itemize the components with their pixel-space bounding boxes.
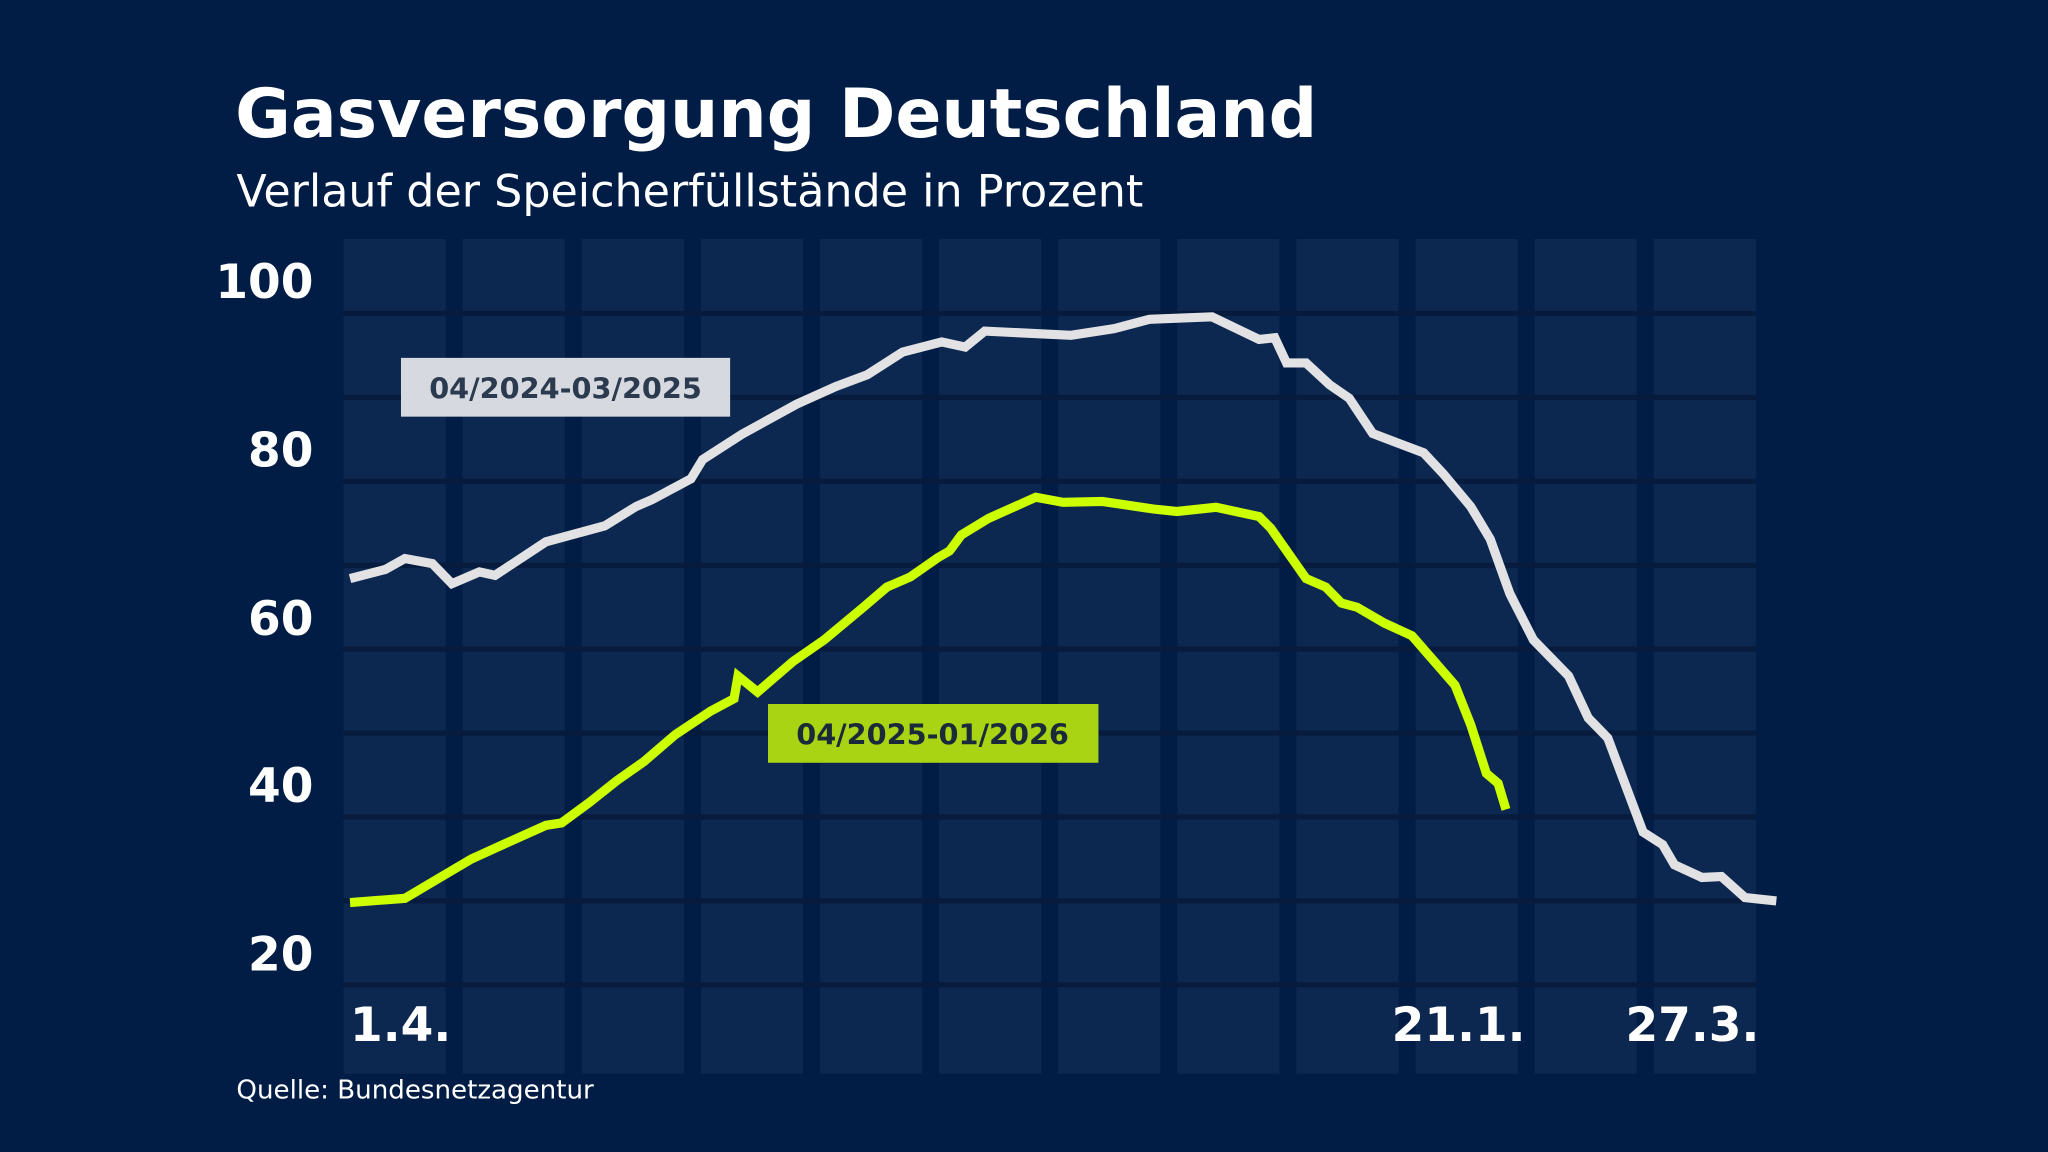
month-band [819,239,923,1074]
month-band [1058,239,1161,1074]
month-band [939,239,1042,1074]
y-tick-80: 80 [248,423,313,478]
legend-label-2025: 04/2025-01/2026 [768,704,1099,763]
month-band [1296,239,1399,1074]
source-note: Quelle: Bundesnetzagentur [236,1075,594,1105]
y-tick-20: 20 [248,927,313,982]
legend-label-2024: 04/2024-03/2025 [400,357,731,417]
x-tick-1-4: 1.4. [350,998,451,1053]
x-tick-21-1: 21.1. [1392,998,1526,1053]
y-tick-60: 60 [248,592,313,647]
chart-title: Gasversorgung Deutschland [235,75,1317,154]
y-tick-100: 100 [215,255,313,310]
chart-subtitle: Verlauf der Speicherfüllstände in Prozen… [236,166,1143,217]
legend-text-2024: 04/2024-03/2025 [429,371,702,405]
month-band [1177,239,1280,1074]
month-band [1653,239,1756,1074]
series-lines [348,312,1777,908]
legend-text-2025: 04/2025-01/2026 [796,717,1069,751]
gridlines [343,310,1757,988]
series-line-2024 [348,312,1777,906]
series-line-2025 [349,492,1511,908]
x-tick-27-3: 27.3. [1625,998,1759,1053]
y-tick-40: 40 [248,759,313,814]
